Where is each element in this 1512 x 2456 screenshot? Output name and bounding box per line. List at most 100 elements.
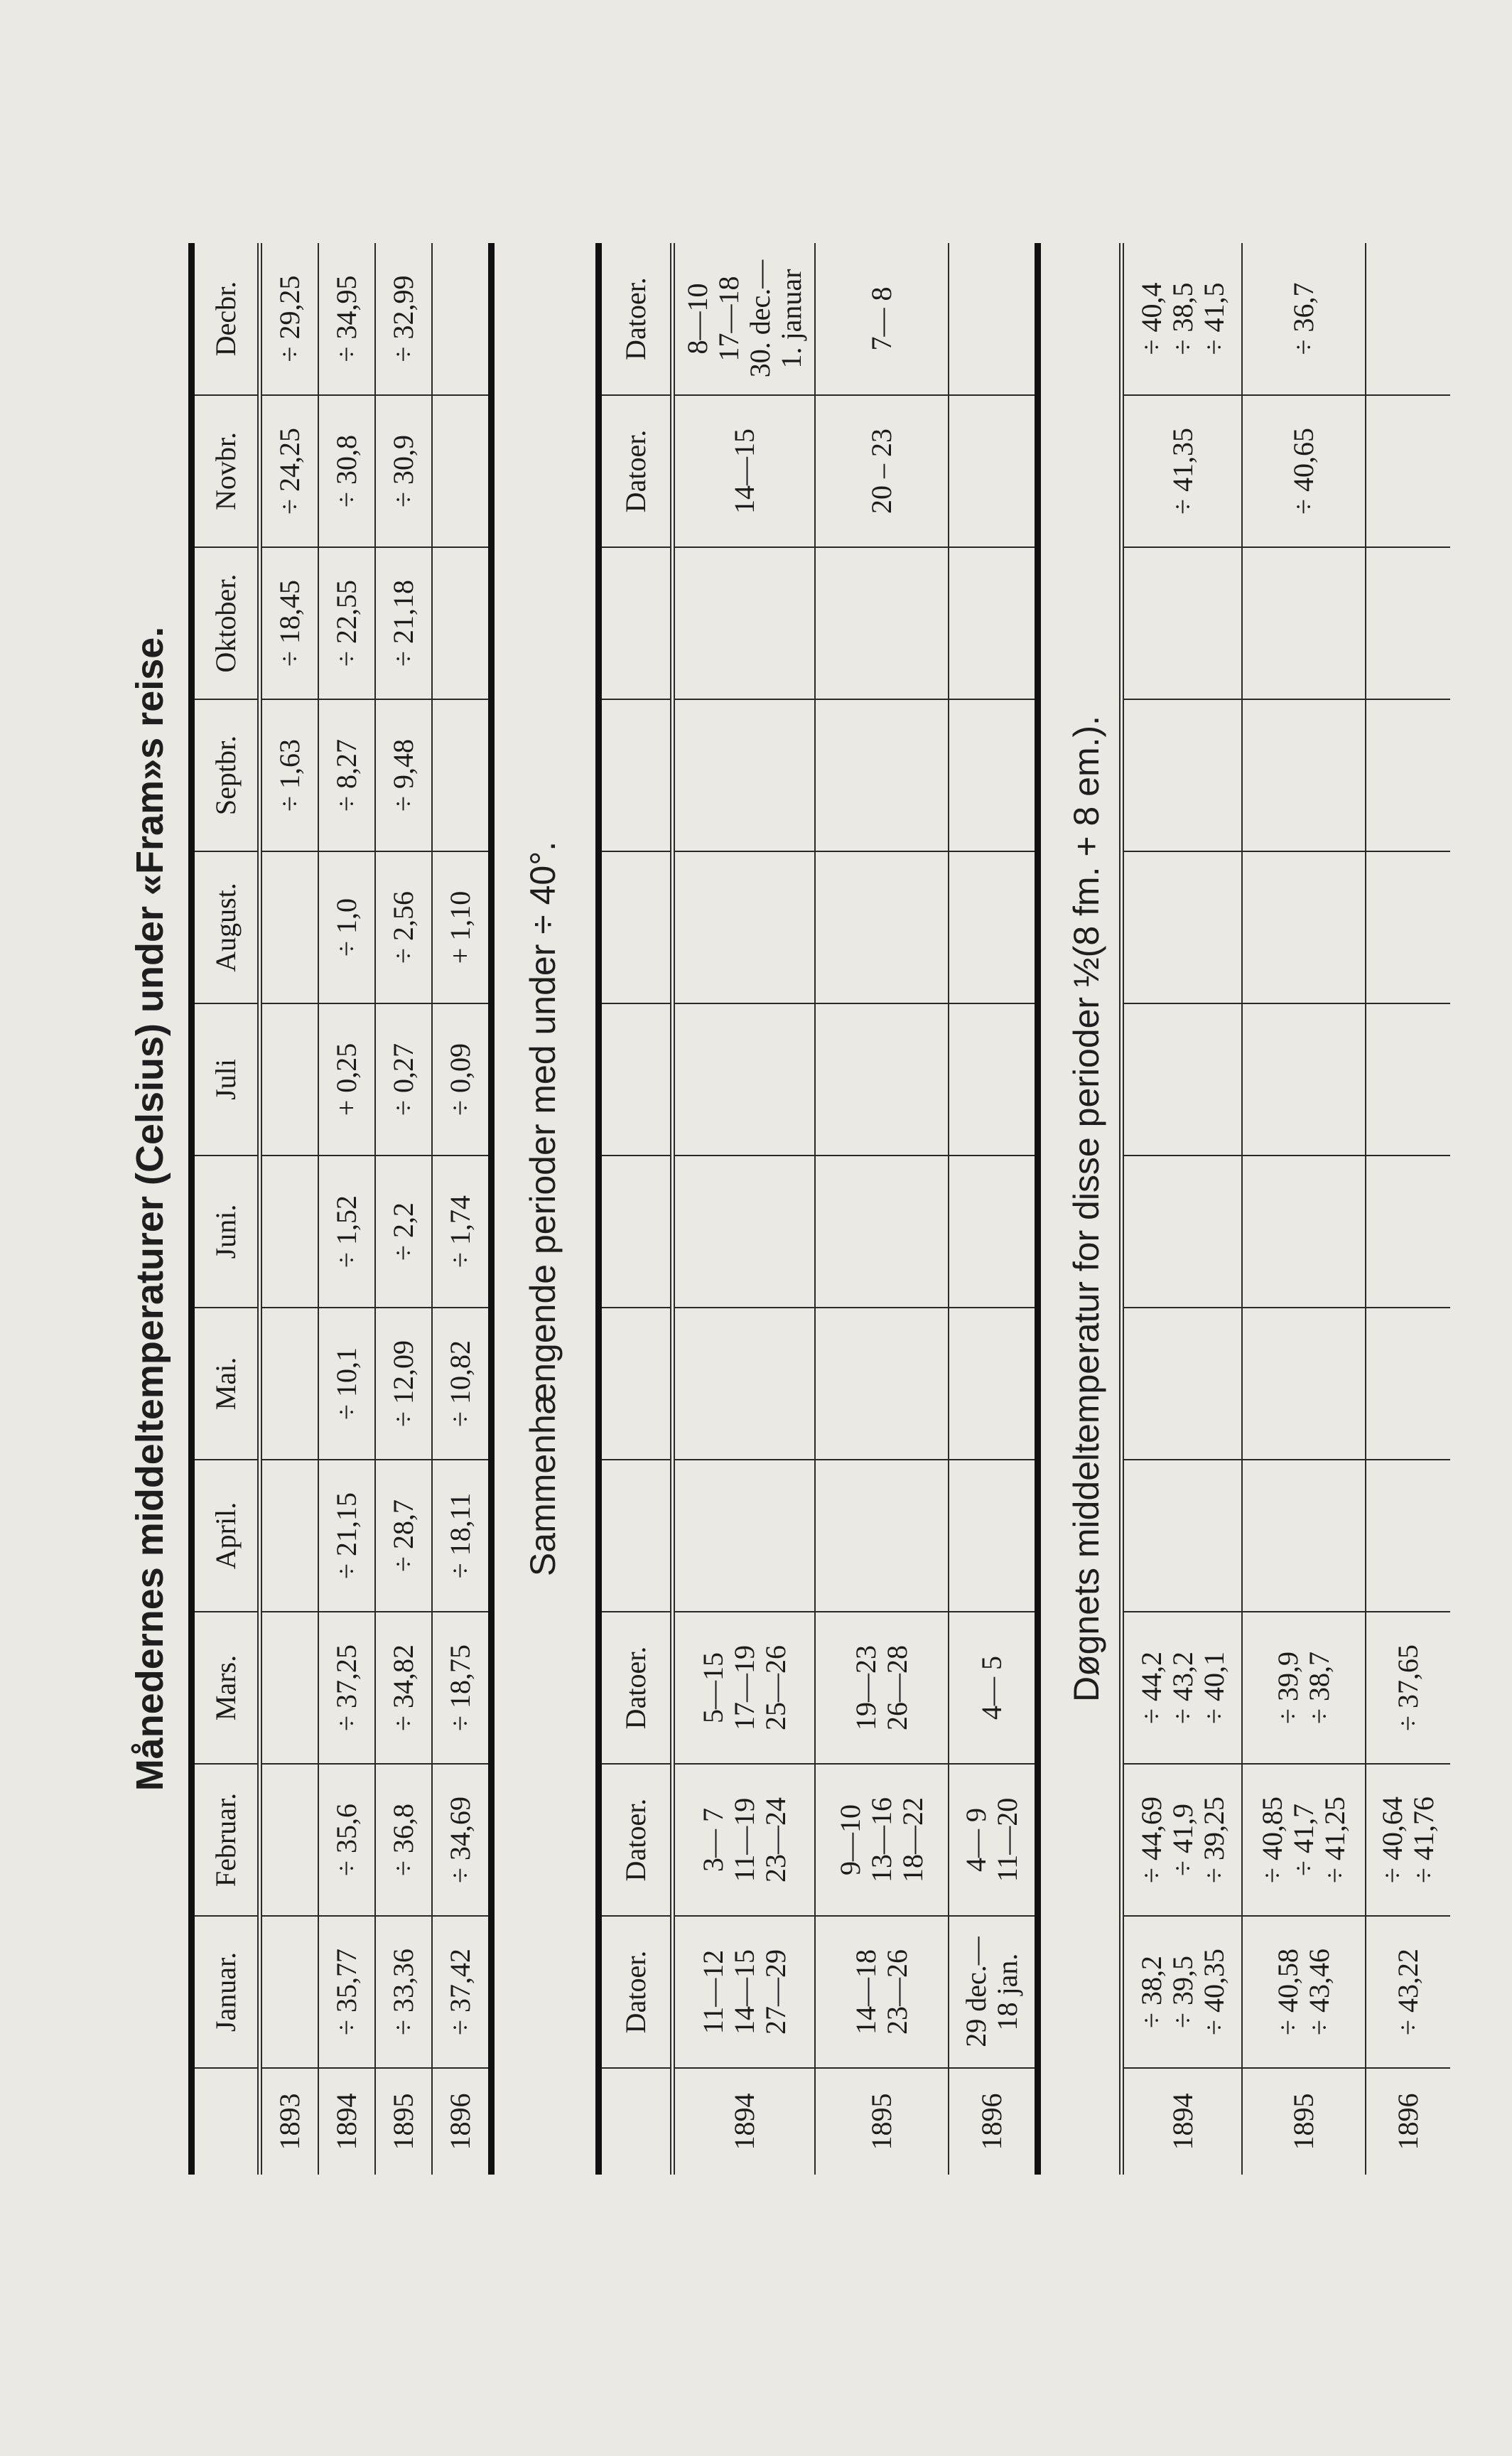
temperature-cell: ÷ 30,9	[375, 395, 432, 547]
table-row: 1895 14—18 23—26 9—10 13—16 18—22 19—23 26—28 20…	[815, 243, 949, 2175]
table-cell	[1366, 1156, 1450, 1308]
cell-line: 5—15	[697, 1652, 729, 1723]
table-cell: 4— 9 11—20	[949, 1764, 1038, 1916]
temperature-cell: ÷ 18,75	[432, 1612, 492, 1764]
cell-line: 17—18	[713, 276, 745, 362]
temperature-cell: ÷ 24,25	[259, 395, 318, 547]
table-cell	[1242, 1156, 1366, 1308]
year-cell: 1895	[815, 2068, 949, 2175]
cell-line: ÷ 37,65	[1392, 1644, 1424, 1731]
temperature-cell	[259, 1308, 318, 1460]
year-cell: 1894	[672, 2068, 815, 2175]
temperature-cell	[259, 1156, 318, 1308]
table-cell	[1366, 1003, 1450, 1156]
table-cell: 14—18 23—26	[815, 1916, 949, 2068]
cell-line: ÷ 44,69	[1135, 1797, 1167, 1883]
cell-line: 4— 5	[976, 1656, 1008, 1720]
cell-line: ÷ 38,5	[1166, 282, 1199, 355]
cell-line: 17—19	[728, 1645, 760, 1730]
table-cell: 9—10 13—16 18—22	[815, 1764, 949, 1916]
cell-line: ÷ 43,22	[1392, 1949, 1424, 2035]
cell-line: ÷ 44,2	[1135, 1652, 1167, 1724]
table-row: 1893 ÷ 1,63 ÷ 18,45 ÷ 24,25 ÷ 29,25	[259, 243, 318, 2175]
cell-line: 27—29	[760, 1949, 792, 2035]
cell-line: 20 – 23	[865, 429, 897, 514]
table-row: 1896 29 dec.— 18 jan. 4— 9 11—20 4— 5	[949, 243, 1038, 2175]
table-cell: 14—15	[672, 395, 815, 547]
cell-line: 7— 8	[865, 286, 897, 351]
column-header: Mai.	[191, 1308, 260, 1460]
table-cell	[949, 1308, 1038, 1460]
temperature-cell: ÷ 12,09	[375, 1308, 432, 1460]
table-cell	[949, 243, 1038, 395]
column-header	[598, 547, 673, 699]
temperature-cell: ÷ 22,55	[318, 547, 375, 699]
cell-line: ÷ 41,76	[1408, 1797, 1440, 1883]
table-row: 1894 11—12 14—15 27—29 3— 7 11—19 23—24 5—15 17—…	[672, 243, 815, 2175]
table-cell	[672, 1460, 815, 1612]
cell-line: ÷ 43,46	[1303, 1949, 1335, 2035]
cell-line: 14—18	[850, 1949, 882, 2035]
table-cell	[949, 1156, 1038, 1308]
table-cell: ÷ 40,85 ÷ 41,7 ÷ 41,25	[1242, 1764, 1366, 1916]
column-header: Juni.	[191, 1156, 260, 1308]
table-cell: ÷ 40,4 ÷ 38,5 ÷ 41,5	[1121, 243, 1242, 395]
temperature-cell: ÷ 2,2	[375, 1156, 432, 1308]
temperature-cell	[432, 547, 492, 699]
cell-line: 23—24	[760, 1797, 792, 1883]
column-header	[598, 1460, 673, 1612]
temperature-cell: ÷ 34,82	[375, 1612, 432, 1764]
cell-line: 18 jan.	[991, 1953, 1023, 2031]
column-header: Februar.	[191, 1764, 260, 1916]
table-cell	[949, 1460, 1038, 1612]
table-cell: 8—10 17—18 30. dec.— 1. januar	[672, 243, 815, 395]
cell-line: 11—20	[991, 1797, 1023, 1883]
temperature-cell: + 0,25	[318, 1003, 375, 1156]
table-cell: ÷ 39,9 ÷ 38,7	[1242, 1612, 1366, 1764]
temperature-cell: ÷ 1,74	[432, 1156, 492, 1308]
cell-line: ÷ 43,2	[1166, 1652, 1199, 1724]
cell-line: ÷ 40,64	[1376, 1797, 1408, 1883]
table-cell	[1366, 395, 1450, 547]
table-cell	[815, 1460, 949, 1612]
cell-line: 11—12	[697, 1949, 729, 2035]
column-header	[598, 1156, 673, 1308]
table-row: 1896 ÷ 37,42 ÷ 34,69 ÷ 18,75 ÷ 18,11 ÷ 10,82 ÷…	[432, 243, 492, 2175]
temperature-cell: ÷ 35,6	[318, 1764, 375, 1916]
table-cell	[1366, 851, 1450, 1003]
year-cell: 1896	[432, 2068, 492, 2175]
temperature-cell: ÷ 18,45	[259, 547, 318, 699]
table-cell	[1121, 1003, 1242, 1156]
column-header: Datoer.	[598, 1916, 673, 2068]
temperature-cell	[259, 1764, 318, 1916]
column-header: August.	[191, 851, 260, 1003]
cell-line: ÷ 40,58	[1272, 1949, 1304, 2035]
daily-means-title: Døgnets middeltemperatur for disse perio…	[1066, 715, 1106, 1703]
temperature-cell: ÷ 34,69	[432, 1764, 492, 1916]
table-cell	[1242, 699, 1366, 851]
monthly-temperatures-table: Januar. Februar. Mars. April. Mai. Juni. Juli A…	[188, 243, 495, 2175]
column-header: Datoer.	[598, 395, 673, 547]
table-cell: ÷ 38,2 ÷ 39,5 ÷ 40,35	[1121, 1916, 1242, 2068]
table-cell	[949, 851, 1038, 1003]
temperature-cell	[259, 1916, 318, 2068]
table-row: 1894 ÷ 35,77 ÷ 35,6 ÷ 37,25 ÷ 21,15 ÷ 10,1 ÷ 1…	[318, 243, 375, 2175]
table-cell: 11—12 14—15 27—29	[672, 1916, 815, 2068]
table-cell: 5—15 17—19 25—26	[672, 1612, 815, 1764]
temperature-cell: ÷ 34,95	[318, 243, 375, 395]
temperature-cell: ÷ 37,25	[318, 1612, 375, 1764]
cell-line: ÷ 38,7	[1303, 1652, 1335, 1724]
cell-line: 18—22	[897, 1797, 929, 1883]
table-cell: ÷ 40,58 ÷ 43,46	[1242, 1916, 1366, 2068]
cell-line: 13—16	[865, 1797, 897, 1883]
temperature-cell: ÷ 18,11	[432, 1460, 492, 1612]
column-header: Mars.	[191, 1612, 260, 1764]
cell-line: ÷ 40,85	[1256, 1797, 1288, 1883]
temperature-cell	[432, 243, 492, 395]
temperature-cell: ÷ 8,27	[318, 699, 375, 851]
cell-line: ÷ 41,35	[1166, 428, 1199, 515]
table-cell	[815, 851, 949, 1003]
temperature-cell: ÷ 2,56	[375, 851, 432, 1003]
column-header	[598, 699, 673, 851]
